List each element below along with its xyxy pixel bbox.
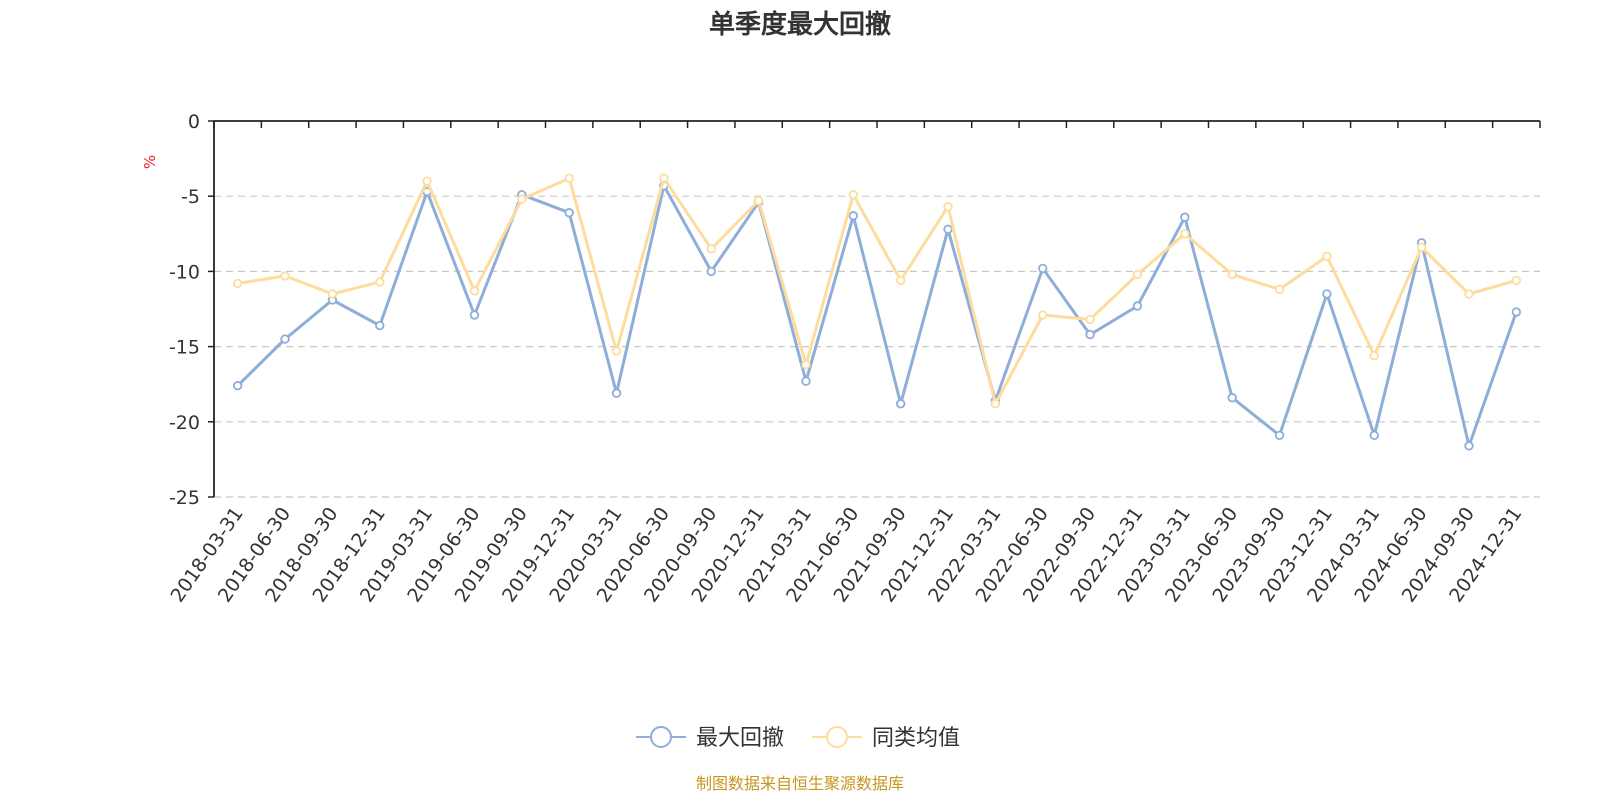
data-point[interactable] — [232, 278, 243, 289]
data-point[interactable] — [375, 277, 385, 287]
data-point[interactable] — [1416, 242, 1427, 253]
data-point[interactable] — [232, 381, 243, 391]
data-point[interactable] — [1227, 269, 1237, 280]
x-axis-tick-labels: 2018-03-312018-06-302018-09-302018-12-31… — [166, 503, 1526, 606]
data-point[interactable] — [943, 224, 953, 234]
y-tick-label: -5 — [181, 186, 200, 208]
chart-title: 单季度最大回撤 — [709, 9, 891, 40]
legend-item-series-1[interactable]: 最大回撤 — [636, 726, 784, 751]
data-source-note: 制图数据来自恒生聚源数据库 — [696, 774, 904, 793]
data-point[interactable] — [1227, 393, 1237, 403]
data-point[interactable] — [943, 202, 953, 212]
data-point[interactable] — [1180, 229, 1190, 239]
series-2 — [232, 173, 1522, 409]
series-line-1 — [236, 184, 1518, 448]
legend-label-series-2: 同类均值 — [872, 726, 960, 751]
data-point[interactable] — [327, 289, 338, 299]
data-point[interactable] — [895, 399, 906, 409]
y-tick-label: -15 — [169, 337, 200, 359]
data-point[interactable] — [1085, 329, 1095, 340]
data-point[interactable] — [895, 275, 906, 286]
data-point[interactable] — [1038, 263, 1048, 274]
legend: 最大回撤 同类均值 — [636, 726, 960, 751]
data-point[interactable] — [848, 211, 859, 221]
data-point[interactable] — [469, 310, 480, 320]
data-point[interactable] — [706, 244, 716, 254]
data-point[interactable] — [611, 388, 622, 398]
data-point[interactable] — [1464, 441, 1474, 451]
y-tick-label: -25 — [169, 487, 200, 509]
y-axis-tick-labels: 0 -5 -10 -15 -20 -25 — [169, 111, 200, 509]
data-point[interactable] — [564, 173, 574, 183]
y-axis-unit-label: % — [141, 155, 159, 169]
data-point[interactable] — [1511, 275, 1522, 286]
data-point[interactable] — [1038, 310, 1048, 320]
data-point[interactable] — [1369, 350, 1379, 361]
data-point[interactable] — [469, 286, 480, 296]
data-point[interactable] — [1085, 314, 1095, 325]
data-point[interactable] — [1322, 251, 1332, 262]
data-point[interactable] — [280, 334, 290, 344]
data-point[interactable] — [990, 399, 1001, 409]
data-point[interactable] — [422, 176, 432, 186]
legend-marker-series-1 — [650, 726, 672, 748]
y-tick-label: -20 — [169, 412, 200, 434]
legend-item-series-2[interactable]: 同类均值 — [812, 726, 960, 751]
data-point[interactable] — [375, 320, 385, 331]
axes — [208, 120, 1541, 498]
data-point[interactable] — [517, 194, 527, 204]
series-1 — [232, 180, 1522, 451]
data-point[interactable] — [611, 346, 622, 356]
data-point[interactable] — [753, 196, 764, 206]
grid-lines — [214, 195, 1540, 498]
data-point[interactable] — [1180, 212, 1190, 222]
data-point[interactable] — [1322, 289, 1332, 299]
data-point[interactable] — [1274, 284, 1285, 295]
data-point[interactable] — [1369, 430, 1379, 441]
y-tick-label: -10 — [169, 261, 200, 283]
series-line-2 — [236, 176, 1518, 406]
data-point[interactable] — [801, 359, 811, 370]
data-point[interactable] — [1511, 307, 1522, 317]
legend-marker-series-2 — [826, 726, 848, 748]
data-point[interactable] — [1132, 269, 1143, 280]
data-point[interactable] — [564, 208, 574, 218]
legend-label-series-1: 最大回撤 — [696, 726, 784, 751]
data-point[interactable] — [280, 271, 290, 281]
data-point[interactable] — [848, 189, 859, 200]
data-point[interactable] — [801, 376, 811, 386]
data-point[interactable] — [1464, 289, 1474, 299]
y-tick-label: 0 — [188, 111, 200, 133]
data-point[interactable] — [1274, 430, 1285, 441]
data-point[interactable] — [1132, 301, 1143, 311]
data-point[interactable] — [706, 266, 716, 277]
series-lines — [232, 173, 1522, 451]
data-point[interactable] — [659, 173, 669, 183]
